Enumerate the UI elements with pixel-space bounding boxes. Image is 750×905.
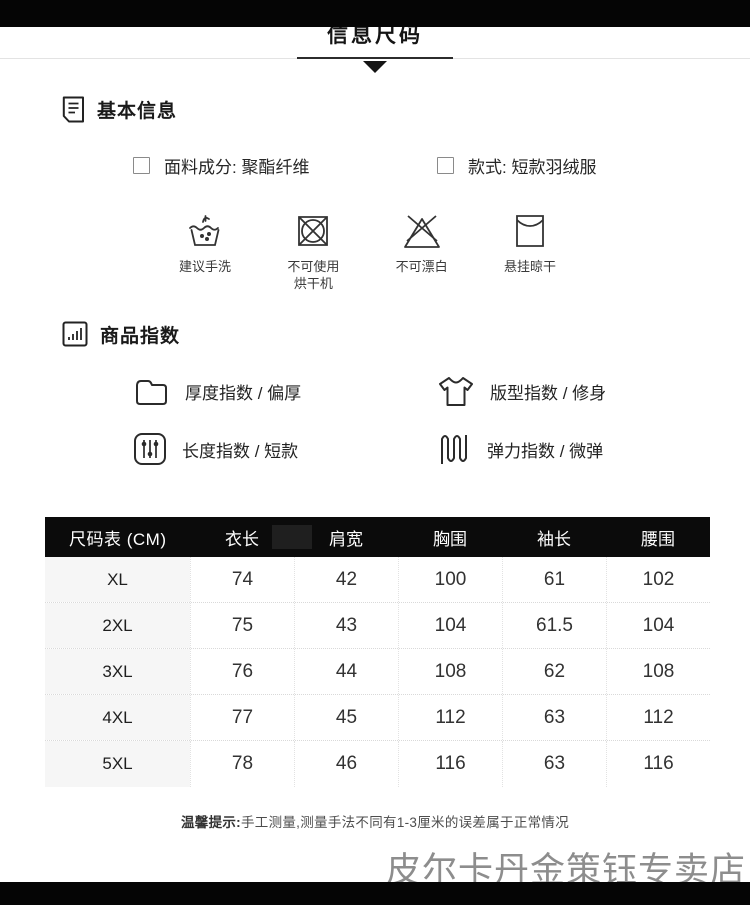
size-cell: 2XL [45,603,190,648]
value-cell: 44 [294,649,398,694]
basic-info-title: 基本信息 [97,100,178,122]
checkbox-icon [133,156,150,174]
fabric-attribute: 面料成分: 聚酯纤维 [133,153,437,177]
basic-info-header: 基本信息 [62,95,750,123]
document-icon [62,96,85,123]
bar-chart-icon [62,321,88,347]
header-cell: 衣长 [225,529,259,549]
product-index-header: 商品指数 [62,320,750,348]
no-bleach-icon [401,210,443,250]
laundry-care-row: 建议手洗 不可使用 烘干机 不可漂白 [0,177,750,292]
index-label: 长度指数 / 短款 [182,441,299,461]
index-label: 版型指数 / 修身 [490,383,607,403]
tip-text: 手工测量,测量手法不同有1-3厘米的误差属于正常情况 [240,815,570,830]
value-cell: 45 [294,695,398,740]
fabric-label: 面料成分: 聚酯纤维 [164,157,310,177]
table-row: XL 74 42 100 61 102 [45,557,710,603]
attribute-row: 面料成分: 聚酯纤维 款式: 短款羽绒服 [0,153,750,177]
header-cell: 尺码表 (CM) [69,529,167,549]
care-label: 建议手洗 [178,259,231,274]
value-cell: 78 [190,741,294,787]
checkbox-icon [437,156,454,174]
table-row: 4XL 77 45 112 63 112 [45,695,710,741]
value-cell: 61 [502,557,606,602]
size-table-header: 尺码表 (CM) 衣长 肩宽 胸围 袖长 腰围 [45,517,710,557]
table-row: 2XL 75 43 104 61.5 104 [45,603,710,649]
header-cell: 肩宽 [329,529,363,549]
measurement-tip: 温馨提示:手工测量,测量手法不同有1-3厘米的误差属于正常情况 [0,811,750,831]
title-section: 信息尺码 [0,0,750,73]
value-cell: 43 [294,603,398,648]
no-tumble-dry-icon [294,210,332,250]
value-cell: 100 [398,557,502,602]
size-table-body: XL 74 42 100 61 102 2XL 75 43 104 61.5 1… [45,557,710,787]
hang-dry-icon [511,210,549,250]
title-underline [0,57,750,60]
value-cell: 75 [190,603,294,648]
value-cell: 112 [606,695,710,740]
size-cell: 3XL [45,649,190,694]
caret-down-icon [363,61,387,73]
index-item-stretch: 弹力指数 / 微弹 [437,420,750,478]
value-cell: 104 [606,603,710,648]
bottom-divider-bar [0,882,750,905]
size-cell: 4XL [45,695,190,740]
care-item: 不可漂白 [380,210,464,292]
table-row: 3XL 76 44 108 62 108 [45,649,710,695]
value-cell: 102 [606,557,710,602]
page-title: 信息尺码 [327,24,423,47]
value-cell: 108 [398,649,502,694]
table-row: 5XL 78 46 116 63 116 [45,741,710,787]
index-item-length: 长度指数 / 短款 [133,420,437,478]
value-cell: 76 [190,649,294,694]
product-index-grid: 厚度指数 / 偏厚 版型指数 / 修身 长度指数 / 短款 [0,362,750,478]
value-cell: 112 [398,695,502,740]
header-artifact-patch [272,525,312,549]
value-cell: 61.5 [502,603,606,648]
style-attribute: 款式: 短款羽绒服 [437,153,750,177]
size-cell: XL [45,557,190,602]
header-cell: 腰围 [641,529,675,549]
size-table: 尺码表 (CM) 衣长 肩宽 胸围 袖长 腰围 XL 74 42 100 61 … [45,517,710,787]
header-cell: 胸围 [433,529,467,549]
value-cell: 108 [606,649,710,694]
sliders-icon [133,432,167,466]
value-cell: 116 [398,741,502,787]
stretch-icon [437,431,472,467]
value-cell: 77 [190,695,294,740]
value-cell: 46 [294,741,398,787]
product-index-title: 商品指数 [100,325,181,347]
tip-prefix: 温馨提示: [180,815,241,830]
value-cell: 62 [502,649,606,694]
index-label: 弹力指数 / 微弹 [487,441,604,461]
value-cell: 104 [398,603,502,648]
care-label: 悬挂晾干 [503,259,556,274]
index-item-thickness: 厚度指数 / 偏厚 [133,362,437,420]
size-cell: 5XL [45,741,190,787]
care-item: 不可使用 烘干机 [271,210,355,292]
care-item: 建议手洗 [163,210,247,292]
care-item: 悬挂晾干 [488,210,572,292]
index-label: 厚度指数 / 偏厚 [185,383,302,403]
value-cell: 63 [502,695,606,740]
header-cell: 袖长 [537,529,571,549]
care-label: 不可使用 烘干机 [287,259,340,291]
thickness-icon [133,376,170,407]
top-divider-bar [0,0,750,27]
index-item-fit: 版型指数 / 修身 [437,362,750,420]
value-cell: 74 [190,557,294,602]
title-dark-segment [297,57,453,59]
care-label: 不可漂白 [395,259,448,274]
value-cell: 116 [606,741,710,787]
tshirt-icon [437,375,475,408]
hand-wash-icon [184,210,226,250]
value-cell: 63 [502,741,606,787]
value-cell: 42 [294,557,398,602]
style-label: 款式: 短款羽绒服 [468,157,597,177]
